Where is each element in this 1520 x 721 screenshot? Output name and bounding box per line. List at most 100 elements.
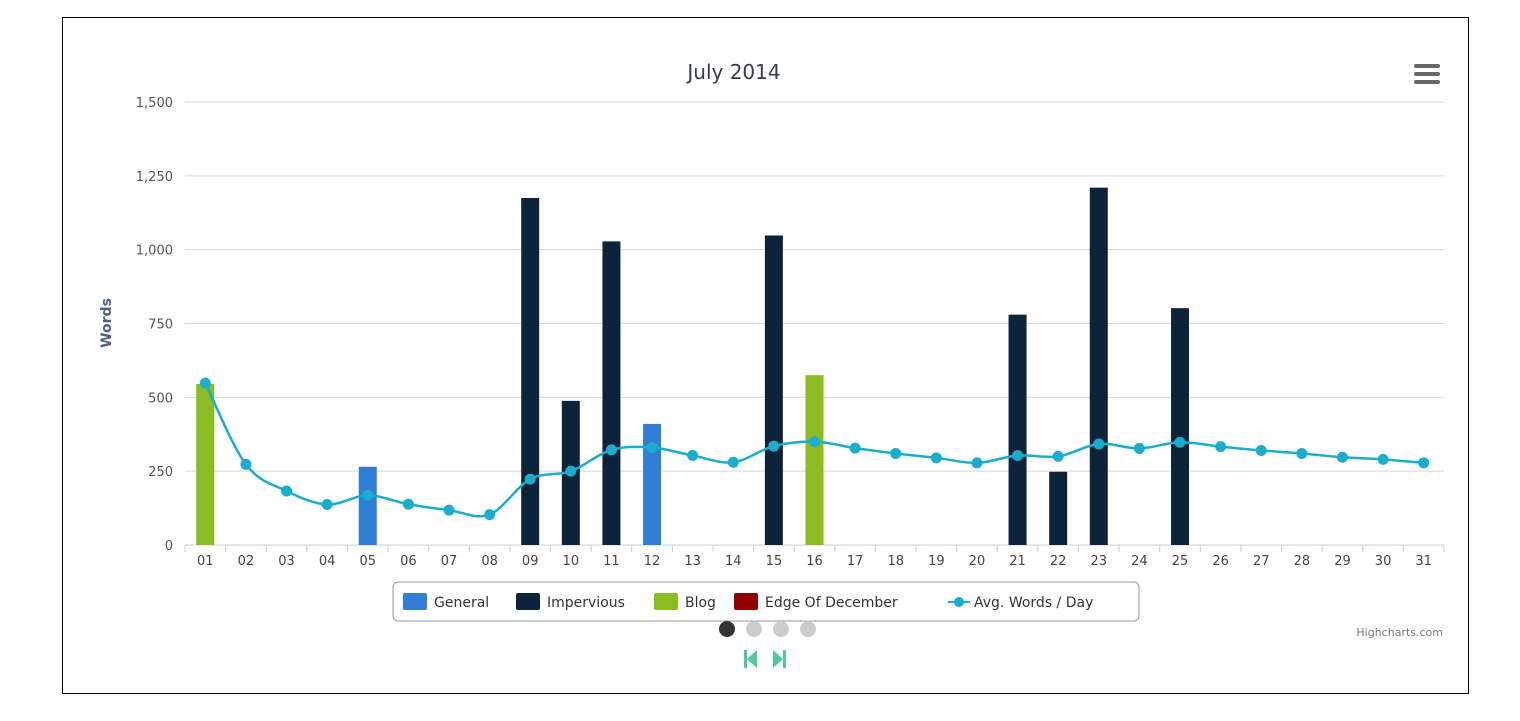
bar-impervious-23[interactable] [1089, 187, 1108, 545]
x-tick-label: 25 [1172, 554, 1189, 569]
y-tick-label: 750 [148, 318, 173, 333]
bar-impervious-21[interactable] [1008, 314, 1027, 545]
x-tick-label: 28 [1294, 554, 1311, 569]
first-page-icon[interactable] [744, 650, 757, 668]
avg-point-25[interactable] [1174, 436, 1186, 448]
avg-point-14[interactable] [727, 456, 739, 468]
chart-container: 0 250 500 750 1,000 1,250 1,500 01 02 03 04 05 06 07… [62, 17, 1469, 694]
avg-point-07[interactable] [443, 504, 455, 516]
x-tick-label: 15 [766, 554, 783, 569]
x-tick-label: 11 [603, 554, 620, 569]
line-series [199, 377, 1430, 521]
x-tick-label: 23 [1091, 554, 1108, 569]
legend-label: Blog [685, 595, 716, 611]
chart-title: July 2014 [685, 60, 780, 84]
legend-box [392, 581, 1140, 622]
bar-impervious-15[interactable] [764, 235, 783, 545]
x-tick-label: 31 [1415, 554, 1432, 569]
bar-impervious-25[interactable] [1171, 308, 1190, 545]
avg-point-05[interactable] [362, 489, 374, 501]
avg-point-09[interactable] [524, 473, 536, 485]
x-tick-label: 26 [1212, 554, 1229, 569]
legend-label: Avg. Words / Day [974, 595, 1093, 611]
bar-general-12[interactable] [643, 423, 662, 545]
bar-impervious-11[interactable] [602, 241, 621, 545]
avg-point-01[interactable] [199, 377, 211, 389]
x-tick-label: 01 [197, 554, 214, 569]
x-tick-label: 10 [563, 554, 580, 569]
avg-point-12[interactable] [646, 442, 658, 454]
legend-item-edge-of-december[interactable]: Edge Of December [734, 593, 898, 611]
y-axis-ticks: 0 250 500 750 1,000 1,250 1,500 [136, 96, 173, 554]
avg-point-27[interactable] [1255, 444, 1267, 456]
hamburger-menu-icon[interactable] [1414, 64, 1440, 84]
avg-point-13[interactable] [687, 450, 699, 462]
x-tick-label: 24 [1131, 554, 1148, 569]
legend-marker-symbol [954, 597, 964, 607]
x-tick-label: 02 [238, 554, 255, 569]
avg-point-23[interactable] [1093, 438, 1105, 450]
avg-point-26[interactable] [1215, 441, 1227, 453]
x-tick-label: 17 [847, 554, 864, 569]
avg-point-04[interactable] [321, 499, 333, 511]
legend-item-general[interactable]: General [403, 593, 489, 611]
x-tick-label: 30 [1375, 554, 1392, 569]
x-tick-label: 27 [1253, 554, 1270, 569]
avg-point-19[interactable] [930, 452, 942, 464]
pager-dot-3[interactable] [773, 621, 789, 637]
x-tick-label: 29 [1334, 554, 1351, 569]
bar-blog-16[interactable] [805, 375, 824, 545]
y-axis-label: Words [99, 298, 115, 348]
x-tick-label: 06 [400, 554, 417, 569]
avg-point-17[interactable] [849, 442, 861, 454]
legend-swatch [516, 593, 540, 610]
bar-blog-01[interactable] [196, 384, 215, 545]
bar-series [196, 187, 1190, 545]
avg-point-11[interactable] [605, 444, 617, 456]
avg-point-15[interactable] [768, 440, 780, 452]
avg-point-28[interactable] [1296, 447, 1308, 459]
avg-point-06[interactable] [402, 498, 414, 510]
bar-impervious-09[interactable] [521, 197, 540, 545]
avg-point-16[interactable] [809, 436, 820, 448]
legend-item-avg-words-day[interactable]: Avg. Words / Day [948, 595, 1093, 611]
legend-label: Edge Of December [765, 595, 898, 611]
avg-point-08[interactable] [484, 509, 496, 521]
legend-item-blog[interactable]: Blog [654, 593, 716, 611]
x-tick-label: 03 [278, 554, 295, 569]
credits-text[interactable]: Highcharts.com [1356, 626, 1443, 639]
avg-point-31[interactable] [1418, 457, 1430, 469]
avg-point-30[interactable] [1377, 453, 1389, 465]
legend: General Impervious Blog Edge Of December Avg… [392, 581, 1140, 622]
x-tick-label: 09 [522, 554, 539, 569]
y-tick-label: 0 [165, 539, 173, 554]
avg-point-21[interactable] [1012, 450, 1024, 462]
x-tick-label: 19 [928, 554, 945, 569]
legend-item-impervious[interactable]: Impervious [516, 593, 625, 611]
avg-point-22[interactable] [1052, 450, 1064, 462]
x-tick-label: 20 [969, 554, 986, 569]
avg-point-20[interactable] [971, 457, 983, 469]
x-tick-label: 04 [319, 554, 336, 569]
bar-impervious-22[interactable] [1049, 471, 1068, 545]
avg-point-29[interactable] [1336, 451, 1348, 463]
pager-dot-2[interactable] [746, 621, 762, 637]
legend-label: Impervious [547, 595, 625, 611]
last-page-icon[interactable] [773, 650, 786, 668]
avg-point-18[interactable] [890, 447, 902, 459]
pager-dot-1[interactable] [719, 621, 735, 637]
avg-point-10[interactable] [565, 465, 577, 477]
x-tick-label: 21 [1009, 554, 1026, 569]
x-tick-label: 07 [441, 554, 458, 569]
y-tick-label: 1,250 [136, 170, 173, 185]
x-tick-label: 16 [806, 554, 823, 569]
avg-point-02[interactable] [240, 458, 252, 470]
avg-point-03[interactable] [281, 485, 293, 497]
legend-swatch [734, 593, 758, 610]
avg-point-24[interactable] [1133, 442, 1145, 454]
y-tick-label: 500 [148, 391, 173, 406]
pager-dot-4[interactable] [800, 621, 816, 637]
bar-general-05[interactable] [358, 466, 377, 545]
y-tick-label: 1,000 [136, 244, 173, 259]
pager-dots [719, 621, 816, 637]
